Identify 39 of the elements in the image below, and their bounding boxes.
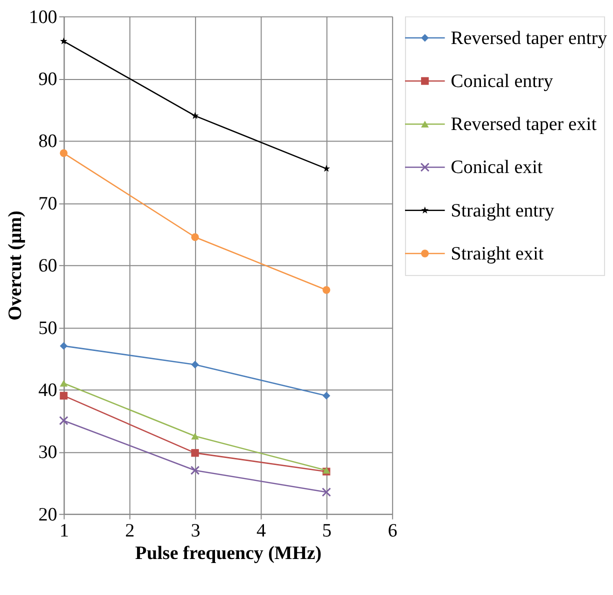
y-tick-label: 80 — [38, 131, 58, 152]
y-axis-title: Overcut (µm) — [4, 210, 26, 320]
point — [60, 342, 68, 350]
legend-label: Reversed taper entry — [450, 28, 608, 49]
point — [322, 286, 330, 294]
legend-label: Reversed taper exit — [450, 114, 598, 136]
y-tick-label: 20 — [38, 504, 58, 526]
y-tick-label: 40 — [38, 380, 58, 401]
point — [60, 37, 68, 44]
legend-label: Conical entry — [450, 70, 554, 92]
point — [191, 360, 199, 368]
point — [60, 380, 68, 387]
point — [322, 164, 330, 172]
x-tick-label: 5 — [322, 520, 332, 542]
point — [191, 432, 199, 440]
y-tick-label: 70 — [38, 193, 58, 214]
x-tick-label: 4 — [256, 520, 266, 542]
point — [60, 392, 68, 400]
legend-label: Straight entry — [450, 200, 555, 222]
point — [59, 416, 68, 426]
legend-label: Straight exit — [450, 243, 544, 264]
y-tick-label: 60 — [38, 256, 58, 277]
x-tick-label: 6 — [388, 520, 398, 542]
point — [190, 466, 200, 475]
legend-label: Conical exit — [450, 157, 544, 178]
point — [191, 233, 199, 241]
y-tick-label: 50 — [38, 318, 58, 339]
point — [191, 112, 199, 119]
point — [60, 149, 68, 157]
y-tick-label: 90 — [38, 68, 58, 90]
y-tick-label: 30 — [38, 442, 58, 464]
x-tick-label: 3 — [190, 520, 200, 542]
x-tick-label: 2 — [125, 520, 135, 542]
point — [191, 449, 199, 457]
x-tick-label: 1 — [59, 520, 69, 542]
point — [322, 488, 332, 497]
x-axis-title: Pulse frequency (MHz) — [135, 543, 322, 564]
y-tick-label: 100 — [28, 6, 58, 28]
point — [322, 392, 330, 400]
